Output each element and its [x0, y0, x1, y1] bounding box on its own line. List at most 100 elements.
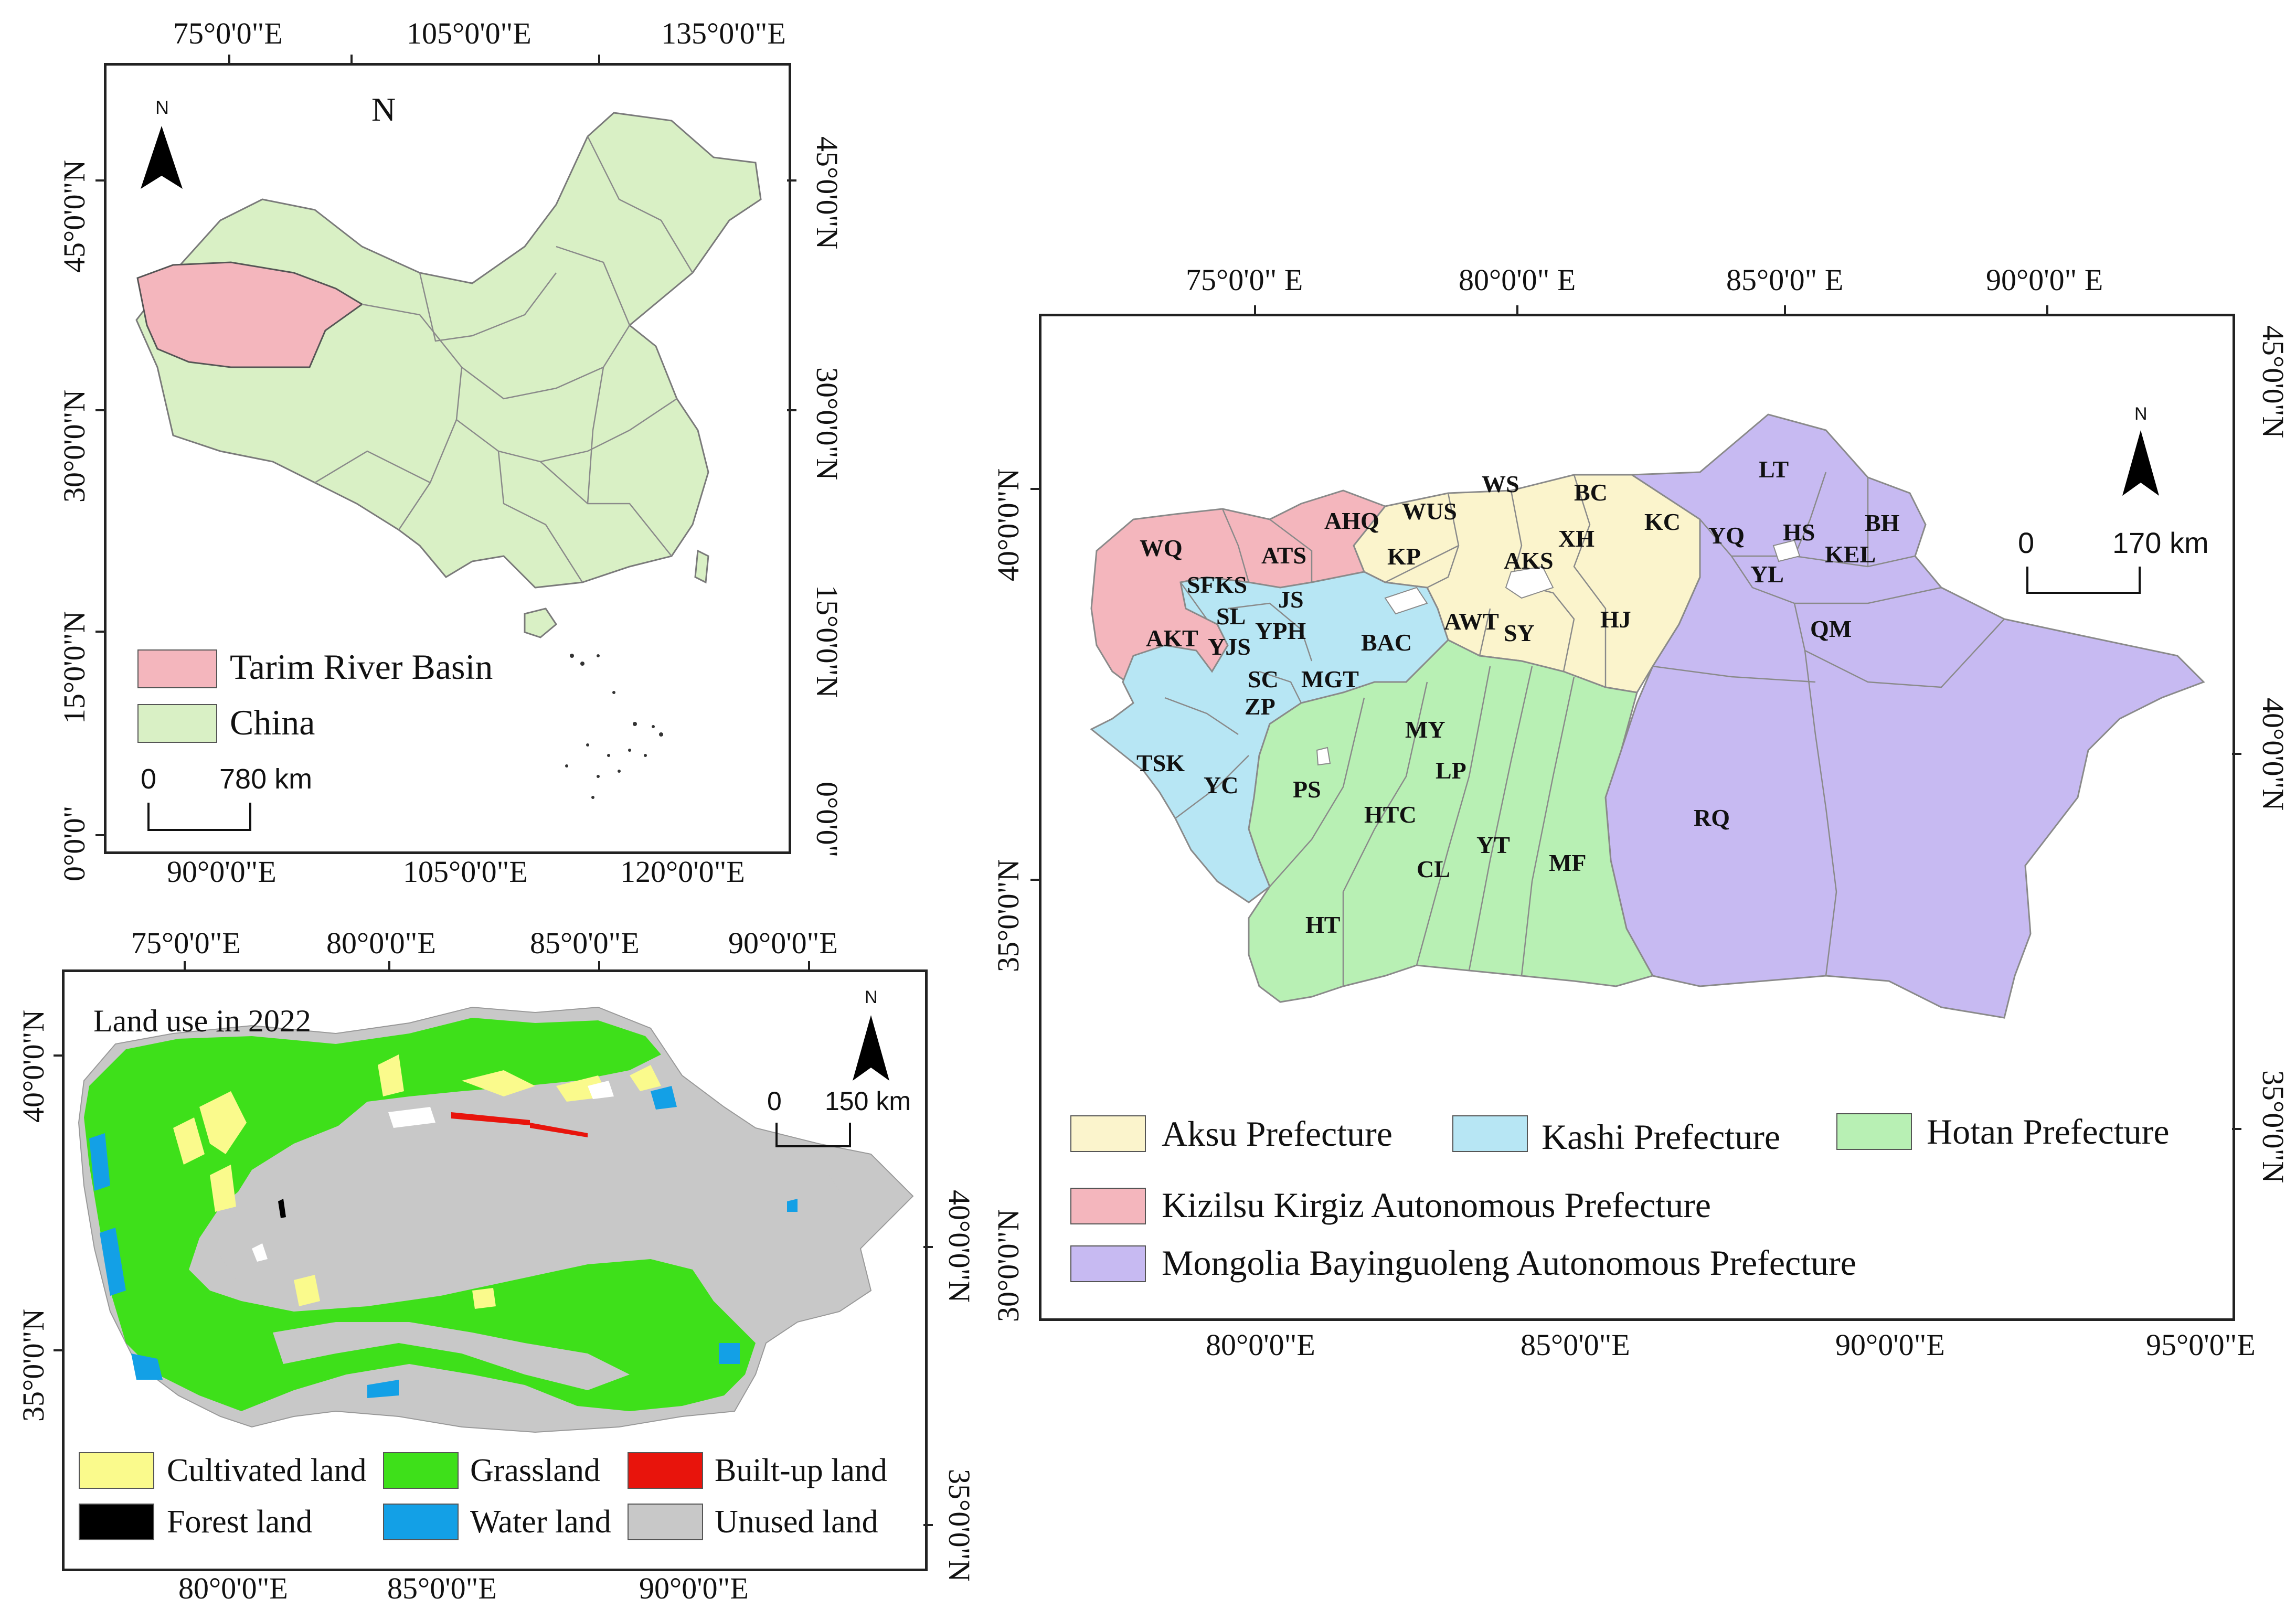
- legend-label: Hotan Prefecture: [1927, 1112, 2170, 1152]
- north-arrow-letter: N: [2134, 404, 2148, 424]
- lake: [388, 1107, 435, 1128]
- tick: [95, 631, 105, 633]
- hainan-island: [524, 608, 557, 638]
- bottom-lon-label: 80°0'0"E: [178, 1571, 288, 1605]
- bottom-lon-label: 90°0'0"E: [639, 1571, 749, 1605]
- legend-swatch: [383, 1452, 459, 1489]
- legend-swatch: [137, 649, 217, 688]
- taiwan-island: [694, 549, 709, 584]
- scale-start: 0: [2018, 526, 2035, 559]
- legend-label: Forest land: [167, 1504, 313, 1540]
- county-label: LP: [1436, 757, 1466, 784]
- legend-label: Cultivated land: [167, 1453, 367, 1488]
- tick: [923, 1524, 933, 1526]
- top-lon-label: 80°0'0"E: [326, 926, 436, 960]
- bayinguoleng-prefecture: [1604, 413, 2205, 1019]
- legend-swatch: [1070, 1188, 1146, 1224]
- county-label: WQ: [1140, 535, 1183, 561]
- county-label: MY: [1405, 716, 1445, 743]
- bottom-lon-label: 90°0'0"E: [1835, 1328, 1945, 1362]
- scale-end: 170 km: [2112, 526, 2209, 559]
- bottom-lon-label: 105°0'0"E: [403, 855, 528, 889]
- legend-label: Unused land: [715, 1504, 878, 1540]
- tick: [228, 55, 230, 64]
- county-label: KC: [1644, 508, 1681, 535]
- legend-label: China: [230, 702, 315, 742]
- county-label: BH: [1865, 509, 1900, 536]
- tick: [923, 1246, 933, 1248]
- tick: [598, 961, 600, 971]
- county-label: HT: [1305, 911, 1340, 938]
- scale-start: 0: [141, 763, 157, 795]
- county-label: SY: [1504, 620, 1535, 646]
- county-label: AKS: [1504, 547, 1554, 574]
- county-label: AKT: [1146, 625, 1198, 652]
- county-label: HJ: [1600, 606, 1631, 633]
- legend-label: Kizilsu Kirgiz Autonomous Prefecture: [1162, 1185, 1711, 1225]
- tick: [54, 1054, 63, 1057]
- legend-swatch: [628, 1452, 703, 1489]
- tick: [184, 961, 186, 971]
- top-lon-label: 90°0'0"E: [728, 926, 838, 960]
- legend-swatch: [137, 704, 217, 743]
- legend-swatch: [1836, 1113, 1912, 1150]
- county-label: TSK: [1136, 750, 1185, 776]
- tick: [598, 55, 600, 64]
- scale-start: 0: [767, 1086, 782, 1116]
- south-china-sea-islands: [565, 654, 663, 799]
- legend-swatch: [1452, 1115, 1528, 1152]
- bottom-lon-label: 95°0'0"E: [2146, 1328, 2256, 1362]
- north-arrow-icon: [2122, 430, 2159, 496]
- hotan-prefecture: [1248, 639, 1654, 1003]
- lake: [252, 1243, 268, 1262]
- county-label: HTC: [1364, 801, 1417, 828]
- county-label: JS: [1278, 586, 1304, 613]
- county-label: MGT: [1301, 666, 1359, 692]
- scale-bar: [2026, 567, 2141, 594]
- legend-swatch: [1070, 1115, 1146, 1152]
- legend-swatch: [628, 1504, 703, 1540]
- legend-label: Tarim River Basin: [230, 647, 493, 687]
- tick: [1030, 879, 1040, 881]
- north-arrow-letter: N: [155, 97, 169, 118]
- county-label: RQ: [1694, 804, 1730, 831]
- tick: [1254, 305, 1256, 315]
- legend-swatch: [79, 1452, 154, 1489]
- taklimakan-desert: [215, 1081, 839, 1296]
- county-labels: WQ AHQ ATS SFKS SL JS AKT YJS YPH BAC SC…: [1136, 456, 1900, 938]
- county-label: YC: [1204, 772, 1238, 798]
- tick: [95, 179, 105, 182]
- built-up-land-areas: [451, 1112, 588, 1137]
- tick: [54, 1349, 63, 1351]
- legend-label: Water land: [470, 1504, 611, 1540]
- legend-label: Built-up land: [715, 1453, 887, 1488]
- county-label: PS: [1293, 776, 1321, 803]
- county-label: AWT: [1444, 608, 1499, 635]
- county-label: HS: [1783, 519, 1815, 546]
- county-label: WUS: [1402, 498, 1457, 525]
- tick: [2046, 305, 2048, 315]
- county-label: XH: [1558, 525, 1595, 552]
- scale-end: 150 km: [825, 1086, 911, 1116]
- tick: [2232, 753, 2241, 755]
- county-label: SL: [1216, 603, 1246, 630]
- legend-label: Aksu Prefecture: [1162, 1114, 1393, 1154]
- tick: [95, 834, 105, 836]
- bottom-lon-label: 85°0'0"E: [1521, 1328, 1630, 1362]
- bottom-lon-label: 85°0'0"E: [387, 1571, 497, 1605]
- legend-swatch: [79, 1504, 154, 1540]
- south-unused: [273, 1322, 630, 1390]
- scale-end: 780 km: [219, 763, 313, 795]
- tick: [1784, 305, 1786, 315]
- top-lon-label: 85°0'0"E: [530, 926, 640, 960]
- county-label: ZP: [1245, 693, 1275, 720]
- top-lon-label: 105°0'0"E: [407, 16, 532, 50]
- bottom-lon-label: 120°0'0"E: [620, 855, 745, 889]
- tick: [787, 179, 796, 182]
- legend-label: Kashi Prefecture: [1542, 1117, 1781, 1157]
- north-label: N: [371, 91, 396, 128]
- bottom-lon-label: 80°0'0"E: [1206, 1328, 1315, 1362]
- tick: [808, 961, 810, 971]
- top-lon-label: 75°0'0"E: [173, 16, 283, 50]
